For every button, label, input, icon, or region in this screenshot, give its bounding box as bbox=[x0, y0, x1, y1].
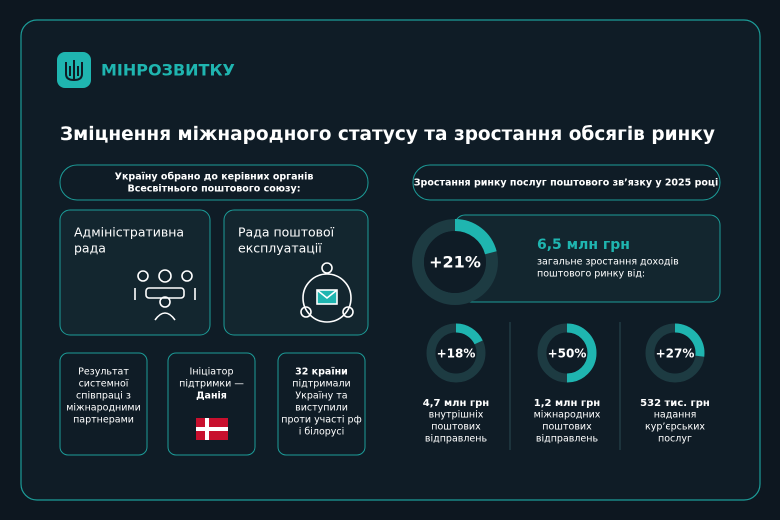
fact-text: системної bbox=[79, 379, 129, 390]
segment-description: міжнародних bbox=[534, 410, 601, 421]
segment-amount: 532 тис. грн bbox=[640, 398, 710, 409]
body-name: Рада поштової bbox=[238, 225, 335, 240]
fact-text: Ініціатор bbox=[190, 367, 234, 378]
fact-card bbox=[277, 352, 366, 456]
donut-core bbox=[435, 332, 477, 374]
fact-text: Результат bbox=[78, 367, 129, 378]
segment-description: поштових bbox=[431, 422, 481, 433]
segment-description: відправлень bbox=[536, 434, 599, 445]
donut-core bbox=[424, 231, 486, 293]
growth-label: +27% bbox=[656, 347, 695, 361]
growth-label: +50% bbox=[548, 347, 587, 361]
growth-label: +18% bbox=[437, 347, 476, 361]
body-name: рада bbox=[74, 241, 106, 256]
donut-core bbox=[654, 332, 696, 374]
left-heading-pill bbox=[59, 164, 369, 201]
total-description: загальне зростання доходів bbox=[537, 257, 679, 268]
body-name: експлуатації bbox=[238, 241, 322, 256]
body-card bbox=[59, 209, 211, 336]
fact-text: і білорусі bbox=[299, 427, 345, 438]
right-heading: Зростання ринку послуг поштового зв’язку… bbox=[414, 178, 718, 189]
fact-text: виступили bbox=[295, 403, 348, 414]
segment-description: кур’єрських bbox=[645, 422, 705, 433]
growth-label: +21% bbox=[429, 253, 481, 272]
fact-strong: Данія bbox=[196, 391, 227, 402]
segment-description: послуг bbox=[658, 434, 692, 445]
donut-core bbox=[546, 332, 588, 374]
fact-card bbox=[59, 352, 148, 456]
logo-trident bbox=[65, 60, 83, 82]
donut-arc bbox=[566, 323, 597, 383]
left-heading: Україну обрано до керівних органів bbox=[115, 172, 314, 183]
fact-text: Україну та bbox=[295, 391, 347, 402]
fact-strong: 32 країни bbox=[295, 367, 348, 378]
denmark-flag bbox=[196, 418, 228, 440]
mail-icon bbox=[300, 262, 354, 323]
segment-description: відправлень bbox=[425, 434, 488, 445]
donut-arc bbox=[674, 323, 705, 357]
right-heading-pill bbox=[412, 164, 721, 201]
fact-text: проти участі рф bbox=[281, 415, 361, 426]
fact-card bbox=[167, 352, 256, 456]
fact-text: партнерами bbox=[73, 415, 134, 426]
logo-text: МІНРОЗВИТКУ bbox=[101, 61, 235, 80]
donut-arc bbox=[455, 323, 483, 345]
left-heading: Всесвітнього поштового союзу: bbox=[127, 184, 300, 195]
title: Зміцнення міжнародного статусу та зроста… bbox=[60, 124, 715, 145]
donut-arc bbox=[454, 219, 497, 255]
total-description: поштового ринку від: bbox=[537, 269, 645, 280]
meeting-icon bbox=[134, 269, 196, 321]
fact-text: підтримки — bbox=[179, 379, 244, 390]
segment-description: внутрішніх bbox=[429, 410, 484, 421]
fact-text: міжнародними bbox=[66, 403, 141, 414]
segment-amount: 4,7 млн грн bbox=[423, 398, 489, 409]
fact-text: підтримали bbox=[292, 379, 350, 390]
segment-description: поштових bbox=[542, 422, 592, 433]
segment-description: надання bbox=[654, 410, 697, 421]
segment-amount: 1,2 млн грн bbox=[534, 398, 600, 409]
total-amount: 6,5 млн грн bbox=[537, 237, 630, 253]
body-name: Адміністративна bbox=[74, 225, 184, 240]
fact-text: співпраці з bbox=[76, 391, 131, 402]
